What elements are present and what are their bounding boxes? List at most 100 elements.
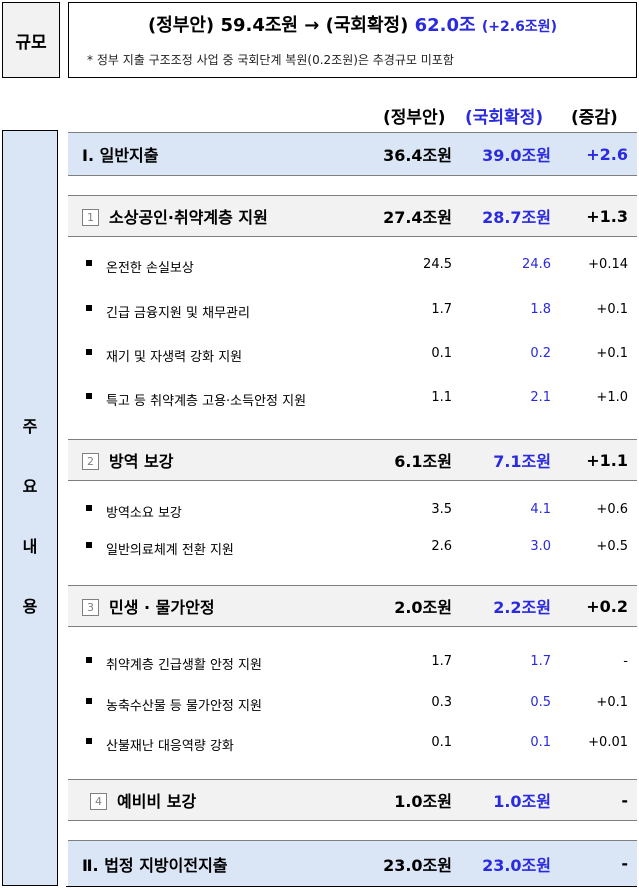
size-note: * 정부 지출 구조조정 사업 중 국회단계 복원(0.2조원)은 추경규모 미… <box>87 53 454 67</box>
section-delta-value: - <box>621 854 628 873</box>
section-quarantine-reinforcement: 2 방역 보강 6.1조원 7.1조원 +1.1 <box>68 439 637 481</box>
bullet-icon <box>86 393 92 399</box>
section-title: Ⅰ. 일반지출 <box>82 146 159 165</box>
bullet-icon <box>86 698 92 704</box>
item-delta-value: +0.6 <box>596 502 628 517</box>
section-final-value: 39.0조원 <box>482 146 551 165</box>
section-gov-value: 36.4조원 <box>383 146 452 165</box>
list-item: 특고 등 취약계층 고용·소득안정 지원 1.1 2.1 +1.0 <box>68 385 637 415</box>
item-final-value: 0.1 <box>530 735 551 750</box>
item-final-value: 1.8 <box>530 302 551 317</box>
section-gov-value: 1.0조원 <box>394 792 452 811</box>
section-title: Ⅱ. 법정 지방이전지출 <box>82 855 228 875</box>
bullet-icon <box>86 542 92 548</box>
section-gov-value: 6.1조원 <box>394 452 452 471</box>
size-label: 규모 <box>2 2 60 78</box>
size-summary-box: (정부안) 59.4조원 → (국회확정) 62.0조 (+2.6조원) * 정… <box>68 2 637 78</box>
section-gov-value: 27.4조원 <box>383 208 452 227</box>
item-final-value: 4.1 <box>530 502 551 517</box>
section-small-business-support: 1 소상공인·취약계층 지원 27.4조원 28.7조원 +1.3 <box>68 195 637 237</box>
bullet-icon <box>86 738 92 744</box>
section-final-value: 28.7조원 <box>482 208 551 227</box>
item-gov-value: 0.3 <box>431 695 452 710</box>
column-header-gov: (정부안) <box>383 108 446 128</box>
main-label-char: 용 <box>22 597 38 616</box>
list-item: 재기 및 자생력 강화 지원 0.1 0.2 +0.1 <box>68 341 637 371</box>
main-label-char: 내 <box>22 537 38 556</box>
bullet-icon <box>86 657 92 663</box>
section-gov-value: 23.0조원 <box>383 855 452 875</box>
section-title: 방역 보강 <box>109 452 174 471</box>
section-number-box: 4 <box>90 793 107 810</box>
item-gov-value: 1.7 <box>431 654 452 669</box>
section-final-value: 23.0조원 <box>482 855 551 875</box>
item-label: 산불재난 대응역량 강화 <box>106 739 234 754</box>
item-final-value: 0.2 <box>530 346 551 361</box>
item-gov-value: 1.1 <box>431 390 452 405</box>
section-title: 예비비 보강 <box>117 792 197 811</box>
column-header-delta: (증감) <box>571 108 618 128</box>
item-delta-value: +1.0 <box>596 390 628 405</box>
section-reserve-fund: 4 예비비 보강 1.0조원 1.0조원 - <box>68 779 637 821</box>
column-header-final: (국회확정) <box>465 108 544 128</box>
item-label: 농축수산물 등 물가안정 지원 <box>106 699 262 714</box>
section-statutory-local-transfer: Ⅱ. 법정 지방이전지출 23.0조원 23.0조원 - <box>68 840 637 886</box>
list-item: 일반의료체계 전환 지원 2.6 3.0 +0.5 <box>68 534 637 564</box>
list-item: 온전한 손실보상 24.5 24.6 +0.14 <box>68 252 637 282</box>
item-final-value: 0.5 <box>530 695 551 710</box>
item-label: 취약계층 긴급생활 안정 지원 <box>106 658 262 673</box>
list-item: 취약계층 긴급생활 안정 지원 1.7 1.7 - <box>68 649 637 679</box>
item-delta-value: - <box>623 654 628 669</box>
section-number-box: 1 <box>82 209 99 226</box>
item-label: 특고 등 취약계층 고용·소득안정 지원 <box>106 394 307 409</box>
item-delta-value: +0.1 <box>596 346 628 361</box>
main-label-char: 요 <box>22 477 38 496</box>
section-title: 민생 · 물가안정 <box>109 598 215 617</box>
section-title: 소상공인·취약계층 지원 <box>109 208 268 227</box>
section-delta-value: +2.6 <box>586 144 628 164</box>
item-gov-value: 3.5 <box>431 502 452 517</box>
item-delta-value: +0.14 <box>588 257 628 272</box>
item-delta-value: +0.1 <box>596 302 628 317</box>
headline-delta: (+2.6조원) <box>481 19 557 35</box>
bullet-icon <box>86 505 92 511</box>
item-label: 온전한 손실보상 <box>106 261 194 276</box>
item-gov-value: 0.1 <box>431 346 452 361</box>
item-delta-value: +0.01 <box>588 735 628 750</box>
headline-gov-value: 59.4조원 <box>220 15 298 36</box>
bullet-icon <box>86 260 92 266</box>
item-label: 재기 및 자생력 강화 지원 <box>106 350 243 365</box>
headline-final-value: 62.0조 <box>414 15 476 36</box>
item-label: 긴급 금융지원 및 채무관리 <box>106 306 250 321</box>
section-delta-value: +1.1 <box>586 450 628 470</box>
item-label: 방역소요 보강 <box>106 506 182 521</box>
section-livelihood-price-stability: 3 민생 · 물가안정 2.0조원 2.2조원 +0.2 <box>68 585 637 627</box>
item-delta-value: +0.5 <box>596 539 628 554</box>
section-number-box: 2 <box>82 453 99 470</box>
section-final-value: 2.2조원 <box>493 598 551 617</box>
section-general-expenditure: Ⅰ. 일반지출 36.4조원 39.0조원 +2.6 <box>68 132 637 176</box>
bullet-icon <box>86 305 92 311</box>
item-label: 일반의료체계 전환 지원 <box>106 543 234 558</box>
item-final-value: 1.7 <box>530 654 551 669</box>
item-final-value: 2.1 <box>530 390 551 405</box>
main-content-label: 주 요 내 용 <box>2 130 58 886</box>
list-item: 농축수산물 등 물가안정 지원 0.3 0.5 +0.1 <box>68 690 637 720</box>
headline-gov-label: (정부안) <box>148 15 215 36</box>
list-item: 방역소요 보강 3.5 4.1 +0.6 <box>68 497 637 527</box>
item-gov-value: 1.7 <box>431 302 452 317</box>
bullet-icon <box>86 349 92 355</box>
table-bottom-border <box>66 886 637 887</box>
list-item: 산불재난 대응역량 강화 0.1 0.1 +0.01 <box>68 730 637 760</box>
headline-arrow: → <box>304 15 320 36</box>
headline: (정부안) 59.4조원 → (국회확정) 62.0조 (+2.6조원) <box>69 11 636 37</box>
section-delta-value: +0.2 <box>586 596 628 616</box>
main-label-char: 주 <box>22 417 38 436</box>
headline-final-label: (국회확정) <box>325 15 409 36</box>
item-delta-value: +0.1 <box>596 695 628 710</box>
section-final-value: 7.1조원 <box>493 452 551 471</box>
item-gov-value: 2.6 <box>431 539 452 554</box>
item-gov-value: 24.5 <box>423 257 452 272</box>
item-final-value: 24.6 <box>522 257 551 272</box>
list-item: 긴급 금융지원 및 채무관리 1.7 1.8 +0.1 <box>68 297 637 327</box>
